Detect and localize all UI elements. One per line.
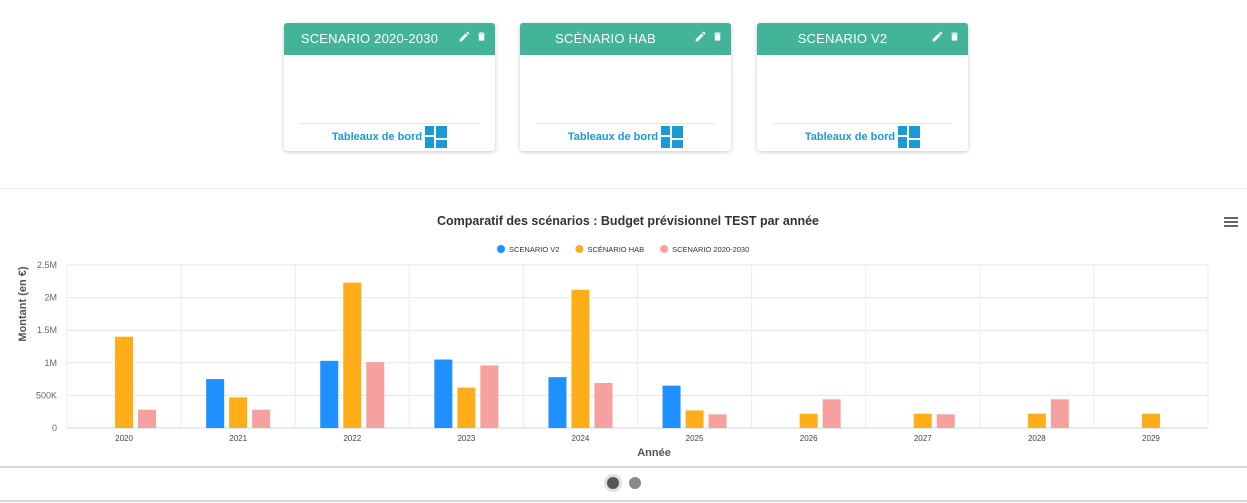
bar bbox=[206, 379, 225, 428]
y-tick-label: 500K bbox=[36, 390, 57, 400]
card-actions bbox=[694, 30, 723, 43]
pencil-icon[interactable] bbox=[931, 30, 944, 43]
bar bbox=[822, 399, 841, 428]
x-tick-label: 2026 bbox=[800, 434, 818, 443]
trash-icon[interactable] bbox=[712, 30, 723, 43]
bar bbox=[799, 413, 818, 428]
x-tick-label: 2020 bbox=[115, 434, 133, 443]
chart-legend: SCENARIO V2 SCÉNARIO HAB SCENARIO 2020-203… bbox=[497, 245, 749, 254]
pager-dot[interactable] bbox=[628, 477, 641, 489]
legend-marker bbox=[575, 245, 584, 253]
bar bbox=[229, 397, 248, 428]
y-tick-label: 0 bbox=[52, 423, 57, 433]
x-tick-label: 2029 bbox=[1142, 434, 1160, 443]
bar bbox=[480, 365, 499, 428]
dashboard-icon bbox=[425, 126, 448, 148]
bar bbox=[1141, 413, 1160, 428]
bar bbox=[138, 409, 157, 428]
card-divider bbox=[536, 123, 715, 124]
y-tick-label: 1.5M bbox=[37, 325, 57, 335]
pager-dot[interactable] bbox=[606, 477, 619, 489]
card-title: SCÉNARIO HAB bbox=[555, 31, 656, 46]
dashboards-link-label: Tableaux de bord bbox=[804, 131, 896, 143]
x-tick-label: 2024 bbox=[572, 434, 590, 443]
bar bbox=[708, 414, 727, 428]
card-actions bbox=[931, 30, 960, 43]
bar bbox=[252, 409, 271, 428]
scenario-card: SCENARIO 2020-2030 Tableaux de bord bbox=[284, 23, 495, 151]
card-header: SCÉNARIO HAB bbox=[520, 23, 731, 55]
x-tick-label: 2025 bbox=[686, 434, 704, 443]
bar bbox=[913, 413, 932, 428]
pager-dots bbox=[0, 477, 1247, 489]
card-divider bbox=[773, 123, 952, 124]
bar bbox=[434, 359, 453, 428]
legend-marker bbox=[660, 245, 669, 253]
x-tick-label: 2021 bbox=[229, 434, 247, 443]
bar bbox=[1050, 399, 1069, 428]
pencil-icon[interactable] bbox=[458, 30, 471, 43]
bar bbox=[1027, 413, 1046, 428]
bar bbox=[936, 414, 955, 428]
bar bbox=[366, 362, 385, 428]
dashboard-icon bbox=[898, 126, 921, 148]
dashboard-icon bbox=[661, 126, 684, 148]
x-tick-label: 2027 bbox=[914, 434, 932, 443]
scenario-card: SCÉNARIO HAB Tableaux de bord bbox=[520, 23, 731, 151]
dashboards-link-label: Tableaux de bord bbox=[331, 131, 423, 143]
bar bbox=[115, 336, 134, 428]
trash-icon[interactable] bbox=[476, 30, 487, 43]
card-header: SCENARIO V2 bbox=[757, 23, 968, 55]
chart-title: Comparatif des scénarios : Budget prévis… bbox=[437, 214, 819, 228]
bar bbox=[548, 377, 567, 428]
legend-label: SCÉNARIO HAB bbox=[587, 245, 644, 254]
y-axis-title: Montant (en €) bbox=[17, 266, 29, 341]
chart-menu-icon[interactable] bbox=[1224, 217, 1238, 229]
bar bbox=[594, 383, 613, 428]
x-tick-label: 2023 bbox=[457, 434, 475, 443]
bar bbox=[685, 410, 704, 428]
dashboards-link-label: Tableaux de bord bbox=[567, 131, 659, 143]
divider-line bbox=[0, 466, 1247, 468]
legend-marker bbox=[497, 245, 505, 253]
dashboards-link[interactable]: Tableaux de bord bbox=[284, 124, 495, 150]
bar bbox=[320, 360, 339, 428]
legend-label: SCENARIO 2020-2030 bbox=[672, 245, 749, 254]
x-tick-label: 2022 bbox=[343, 434, 361, 443]
x-axis-title: Année bbox=[637, 447, 671, 459]
y-tick-label: 2.5M bbox=[37, 260, 57, 270]
dashboards-link[interactable]: Tableaux de bord bbox=[520, 124, 731, 150]
section-divider bbox=[0, 188, 1247, 189]
trash-icon[interactable] bbox=[949, 30, 960, 43]
legend-label: SCENARIO V2 bbox=[509, 245, 559, 254]
scenario-card: SCENARIO V2 Tableaux de bord bbox=[757, 23, 968, 151]
budget-chart: 0 500K 1M 1.5M 2M 2.5M 2020 2021 2022 2023 2024 202… bbox=[17, 214, 1209, 459]
bar bbox=[343, 282, 362, 428]
dashboards-link[interactable]: Tableaux de bord bbox=[757, 124, 968, 150]
card-header: SCENARIO 2020-2030 bbox=[284, 23, 495, 55]
bar bbox=[571, 289, 590, 428]
y-tick-label: 2M bbox=[44, 293, 57, 303]
divider-line bbox=[0, 500, 1247, 502]
pencil-icon[interactable] bbox=[694, 30, 707, 43]
card-title: SCENARIO V2 bbox=[797, 31, 888, 46]
x-tick-label: 2028 bbox=[1028, 434, 1046, 443]
card-actions bbox=[458, 30, 487, 43]
card-divider bbox=[300, 123, 479, 124]
scenario-cards: SCENARIO 2020-2030 Tableaux de bord SCÉN… bbox=[0, 23, 1247, 153]
bar bbox=[662, 385, 681, 428]
y-tick-label: 1M bbox=[44, 358, 57, 368]
bar bbox=[457, 387, 476, 428]
card-title: SCENARIO 2020-2030 bbox=[300, 31, 439, 46]
